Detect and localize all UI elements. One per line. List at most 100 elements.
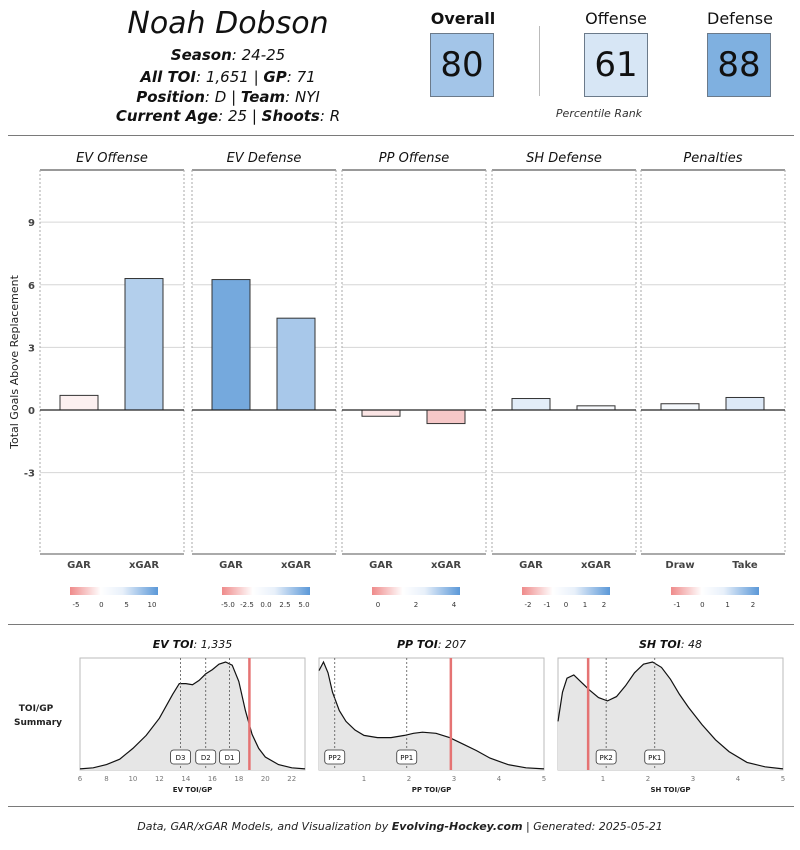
color-scale-bar bbox=[671, 587, 759, 595]
toi-panel-title: PP TOI: 207 bbox=[397, 638, 466, 651]
toi-x-tick: 5 bbox=[781, 775, 785, 783]
toi-x-axis-label: PP TOI/GP bbox=[412, 786, 451, 794]
ref-label-box bbox=[396, 749, 418, 765]
shoots-value: R bbox=[329, 107, 341, 125]
toi-x-tick: 1 bbox=[601, 775, 605, 783]
toi-title-value: : 1,335 bbox=[194, 638, 233, 651]
bar-gar bbox=[511, 398, 551, 411]
toi-x-tick: 16 bbox=[208, 775, 217, 783]
toi-x-tick: 3 bbox=[691, 775, 695, 783]
color-scale-tick: 0.0 bbox=[260, 601, 271, 609]
toi-line: All TOI: 1,651 | GP: 71 bbox=[140, 68, 316, 86]
overall-rank-box: 80 bbox=[430, 33, 494, 97]
position-label: Position bbox=[136, 88, 205, 106]
bar-xgar bbox=[124, 278, 164, 411]
age-value: 25 bbox=[227, 107, 248, 125]
position-value: D bbox=[214, 88, 227, 106]
x-tick-label: GAR bbox=[67, 560, 91, 571]
season-line: Season: 24-25 bbox=[170, 46, 286, 64]
toi-title-label: PP TOI bbox=[397, 638, 438, 651]
toi-x-tick: 20 bbox=[261, 775, 270, 783]
ref-label-box bbox=[644, 749, 666, 765]
offense-rank-box: 61 bbox=[584, 33, 648, 97]
x-tick-label: xGAR bbox=[581, 560, 611, 571]
color-scale-tick: 0 bbox=[700, 601, 704, 609]
color-scale-tick: -2 bbox=[525, 601, 532, 609]
toi-x-tick: 8 bbox=[104, 775, 108, 783]
toi-title-value: : 207 bbox=[438, 638, 466, 651]
header-divider bbox=[8, 135, 794, 136]
toi-panel-title: EV TOI: 1,335 bbox=[153, 638, 233, 651]
color-scale-tick: 2 bbox=[751, 601, 755, 609]
x-tick-label: GAR bbox=[219, 560, 243, 571]
color-scale-tick: -5 bbox=[73, 601, 80, 609]
color-scale-bar bbox=[222, 587, 310, 595]
percentile-caption: Percentile Rank bbox=[555, 107, 643, 120]
ref-label-box bbox=[195, 749, 217, 765]
ref-label: PK1 bbox=[648, 754, 661, 762]
toi-x-tick: 1 bbox=[362, 775, 366, 783]
toi-x-tick: 5 bbox=[542, 775, 546, 783]
ref-label: D3 bbox=[176, 754, 186, 762]
toi-x-tick: 2 bbox=[646, 775, 650, 783]
toi-x-axis-label: EV TOI/GP bbox=[173, 786, 212, 794]
player-name: Noah Dobson bbox=[127, 6, 329, 41]
bar-gar bbox=[211, 279, 251, 411]
ref-label: D2 bbox=[201, 754, 211, 762]
footer-prefix: Data, GAR/xGAR Models, and Visualization… bbox=[137, 820, 392, 833]
color-scale-tick: -1 bbox=[674, 601, 681, 609]
offense-rank-label: Offense bbox=[585, 9, 647, 28]
y-axis-label: Total Goals Above Replacement bbox=[8, 274, 21, 449]
ref-label: PK2 bbox=[600, 754, 613, 762]
season-value: 24-25 bbox=[241, 46, 286, 64]
toi-side-label: TOI/GP bbox=[19, 704, 54, 714]
separator: | bbox=[253, 68, 259, 86]
bar-draw bbox=[660, 403, 700, 411]
toi-title-value: : 48 bbox=[681, 638, 702, 651]
gp-label: GP bbox=[263, 68, 287, 86]
x-tick-label: xGAR bbox=[431, 560, 461, 571]
density-line bbox=[79, 661, 306, 770]
season-label: Season bbox=[170, 46, 232, 64]
toi-x-tick: 4 bbox=[497, 775, 502, 783]
toi-x-axis-label: SH TOI/GP bbox=[650, 786, 690, 794]
bar-take bbox=[725, 396, 765, 411]
toi-x-tick: 14 bbox=[181, 775, 190, 783]
bar-gar bbox=[361, 409, 401, 417]
x-tick-label: GAR bbox=[369, 560, 393, 571]
density-fill bbox=[558, 662, 783, 770]
toi-x-tick: 10 bbox=[128, 775, 137, 783]
ref-label: D1 bbox=[225, 754, 235, 762]
gp-value: 71 bbox=[296, 68, 316, 86]
y-tick-label: 3 bbox=[28, 343, 35, 354]
color-scale-tick: -2.5 bbox=[240, 601, 254, 609]
toi-x-tick: 18 bbox=[234, 775, 243, 783]
color-scale-tick: 2 bbox=[414, 601, 418, 609]
panel-title: EV Defense bbox=[227, 151, 302, 166]
footer-brand: Evolving-Hockey.com bbox=[391, 820, 523, 833]
footer-credit: Data, GAR/xGAR Models, and Visualization… bbox=[0, 820, 800, 833]
color-scale-tick: 5 bbox=[124, 601, 128, 609]
shoots-label: Shoots bbox=[261, 107, 320, 125]
color-scale-tick: 0 bbox=[376, 601, 380, 609]
separator: | bbox=[251, 107, 257, 125]
footer-generated: Generated: 2025-05-21 bbox=[533, 820, 663, 833]
toi-x-tick: 3 bbox=[452, 775, 456, 783]
bar-xgar bbox=[276, 317, 316, 411]
color-scale-tick: 2 bbox=[602, 601, 606, 609]
bar-gar bbox=[59, 394, 99, 411]
toi-value: 1,651 bbox=[205, 68, 249, 86]
footer-divider bbox=[8, 806, 794, 807]
toi-x-tick: 4 bbox=[736, 775, 741, 783]
ref-label-box bbox=[324, 749, 346, 765]
color-scale-tick: 2.5 bbox=[279, 601, 290, 609]
color-scale-tick: 1 bbox=[583, 601, 587, 609]
toi-panel-title: SH TOI: 48 bbox=[639, 638, 702, 651]
team-value: NYI bbox=[294, 88, 320, 106]
middle-divider bbox=[8, 624, 794, 625]
x-tick-label: Draw bbox=[665, 560, 694, 571]
toi-side-label: Summary bbox=[14, 718, 62, 728]
x-tick-label: xGAR bbox=[281, 560, 311, 571]
toi-label: All TOI bbox=[140, 68, 197, 86]
